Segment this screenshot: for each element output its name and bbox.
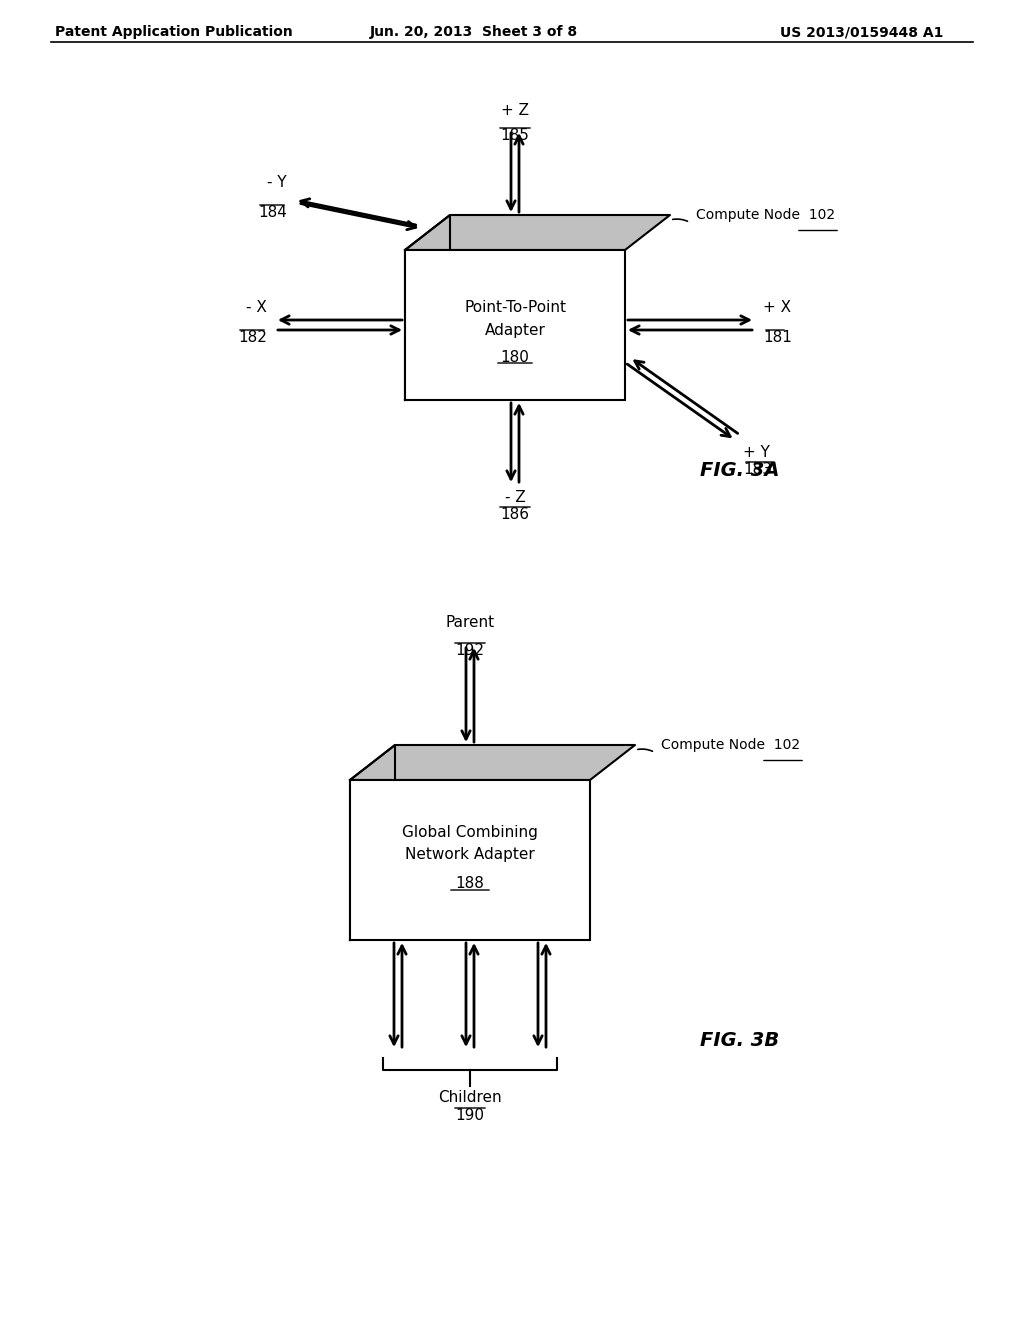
- Text: Global Combining: Global Combining: [402, 825, 538, 840]
- Text: - X: - X: [246, 300, 267, 315]
- Text: 188: 188: [456, 875, 484, 891]
- Text: Adapter: Adapter: [484, 322, 546, 338]
- Text: 183: 183: [743, 462, 772, 477]
- Text: - Z: - Z: [505, 490, 525, 506]
- Text: Jun. 20, 2013  Sheet 3 of 8: Jun. 20, 2013 Sheet 3 of 8: [370, 25, 579, 40]
- Text: 181: 181: [763, 330, 792, 345]
- Polygon shape: [350, 744, 395, 940]
- Polygon shape: [406, 215, 670, 249]
- Text: Compute Node  102: Compute Node 102: [696, 209, 836, 223]
- Polygon shape: [350, 780, 590, 940]
- Text: US 2013/0159448 A1: US 2013/0159448 A1: [780, 25, 943, 40]
- Text: 184: 184: [258, 205, 287, 220]
- Polygon shape: [406, 249, 625, 400]
- Text: Network Adapter: Network Adapter: [406, 847, 535, 862]
- Text: 192: 192: [456, 643, 484, 657]
- Text: FIG. 3A: FIG. 3A: [700, 461, 779, 479]
- Text: Compute Node  102: Compute Node 102: [662, 738, 800, 752]
- Text: + Y: + Y: [743, 445, 770, 459]
- Text: Children: Children: [438, 1090, 502, 1105]
- Text: FIG. 3B: FIG. 3B: [700, 1031, 779, 1049]
- Text: + Z: + Z: [501, 103, 529, 117]
- Text: Point-To-Point: Point-To-Point: [464, 300, 566, 314]
- Text: 180: 180: [501, 350, 529, 364]
- Text: + X: + X: [763, 300, 792, 315]
- Text: 190: 190: [456, 1107, 484, 1123]
- Text: 182: 182: [239, 330, 267, 345]
- Polygon shape: [350, 744, 635, 780]
- Polygon shape: [406, 215, 450, 400]
- Text: 186: 186: [501, 507, 529, 521]
- Text: Parent: Parent: [445, 615, 495, 630]
- Text: 185: 185: [501, 128, 529, 143]
- Text: - Y: - Y: [267, 176, 287, 190]
- Text: Patent Application Publication: Patent Application Publication: [55, 25, 293, 40]
